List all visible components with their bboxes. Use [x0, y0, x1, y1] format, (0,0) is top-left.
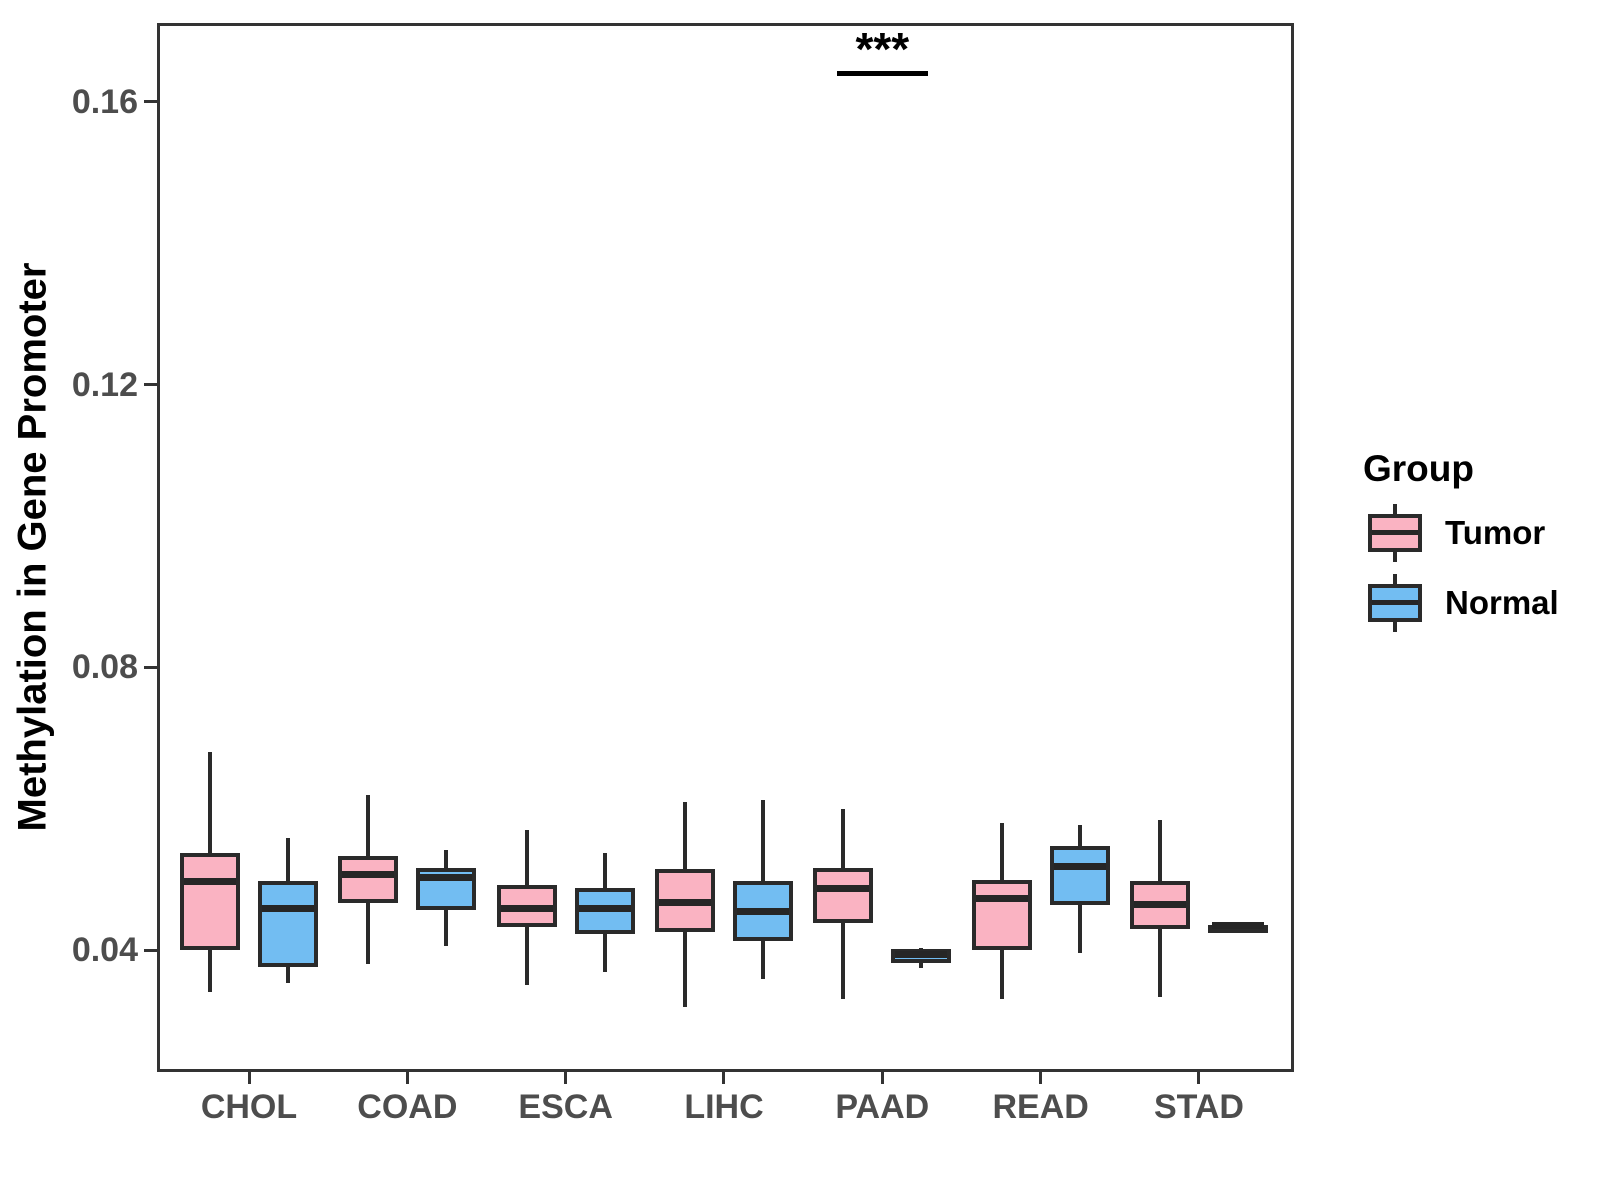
x-tick-mark	[405, 1072, 409, 1084]
legend-label-normal: Normal	[1445, 584, 1559, 621]
box-tumor-coad	[338, 856, 399, 903]
box-normal-chol	[258, 880, 318, 967]
legend: Group Tumor Normal	[1340, 448, 1600, 678]
y-tick-label: 0.08	[71, 648, 138, 687]
x-tick-label-chol: CHOL	[200, 1088, 298, 1126]
median-tumor-stad	[1133, 900, 1186, 908]
x-tick-label-paad: PAAD	[835, 1088, 930, 1126]
x-tick-label-read: READ	[992, 1088, 1089, 1126]
x-tick-label-coad: COAD	[357, 1088, 458, 1126]
median-normal-lihc	[736, 908, 789, 916]
median-normal-chol	[262, 904, 314, 912]
x-tick-mark	[880, 1072, 884, 1084]
median-tumor-chol	[184, 877, 236, 885]
median-tumor-coad	[342, 870, 395, 878]
significance-line	[836, 71, 928, 76]
plot-panel	[157, 23, 1294, 1072]
x-tick-mark	[247, 1072, 251, 1084]
y-tick-label: 0.12	[71, 365, 138, 404]
y-axis-title: Methylation in Gene Promoter	[10, 262, 55, 832]
legend-item-normal: Normal	[1340, 568, 1600, 638]
box-tumor-paad	[813, 868, 874, 924]
x-tick-mark	[722, 1072, 726, 1084]
median-tumor-lihc	[658, 899, 711, 907]
median-normal-read	[1053, 863, 1106, 871]
legend-item-tumor: Tumor	[1340, 498, 1600, 568]
x-tick-label-lihc: LIHC	[684, 1088, 764, 1126]
y-tick-mark	[144, 100, 157, 104]
y-tick-label: 0.04	[71, 931, 138, 969]
median-tumor-paad	[817, 885, 870, 893]
significance-stars: ***	[855, 23, 910, 75]
normal-boxplot-key-icon	[1368, 568, 1422, 638]
median-normal-paad	[895, 951, 948, 959]
median-normal-esca	[578, 904, 631, 912]
legend-label-tumor: Tumor	[1445, 514, 1546, 551]
y-tick-mark	[144, 948, 157, 952]
key-median	[1372, 600, 1418, 605]
x-tick-mark	[564, 1072, 568, 1084]
x-tick-mark	[1039, 1072, 1043, 1084]
median-normal-coad	[420, 873, 473, 881]
y-tick-mark	[144, 665, 157, 669]
y-tick-mark	[144, 383, 157, 387]
x-tick-mark	[1197, 1072, 1201, 1084]
legend-title: Group	[1363, 448, 1474, 489]
median-tumor-esca	[500, 904, 553, 912]
median-normal-stad	[1211, 921, 1264, 929]
box-tumor-read	[971, 880, 1032, 950]
box-tumor-chol	[180, 853, 240, 950]
y-tick-label: 0.16	[71, 82, 138, 121]
x-tick-label-stad: STAD	[1153, 1088, 1244, 1126]
box-normal-read	[1049, 846, 1110, 905]
key-median	[1372, 530, 1418, 535]
x-tick-label-esca: ESCA	[518, 1088, 613, 1126]
median-tumor-read	[975, 894, 1028, 902]
tumor-boxplot-key-icon	[1368, 498, 1422, 568]
